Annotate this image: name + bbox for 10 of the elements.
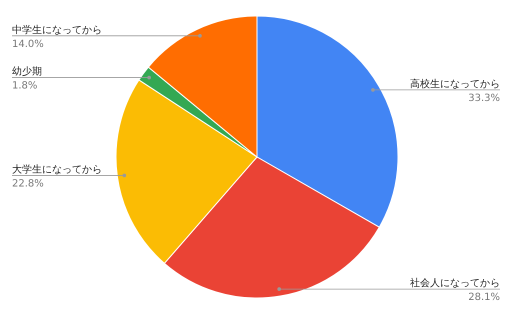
- slice-label: 中学生になってから: [12, 24, 102, 36]
- data-label: 28.1%: [468, 292, 500, 304]
- slice-label: 社会人になってから: [410, 277, 500, 290]
- slice-label: 高校生になってから: [410, 78, 500, 90]
- data-label: 1.8%: [12, 80, 38, 92]
- slice-label: 幼少期: [12, 66, 42, 78]
- data-label: 22.8%: [12, 178, 44, 190]
- data-label: 33.3%: [468, 92, 500, 104]
- data-label: 14.0%: [12, 38, 44, 50]
- slice-label: 大学生になってから: [12, 163, 102, 176]
